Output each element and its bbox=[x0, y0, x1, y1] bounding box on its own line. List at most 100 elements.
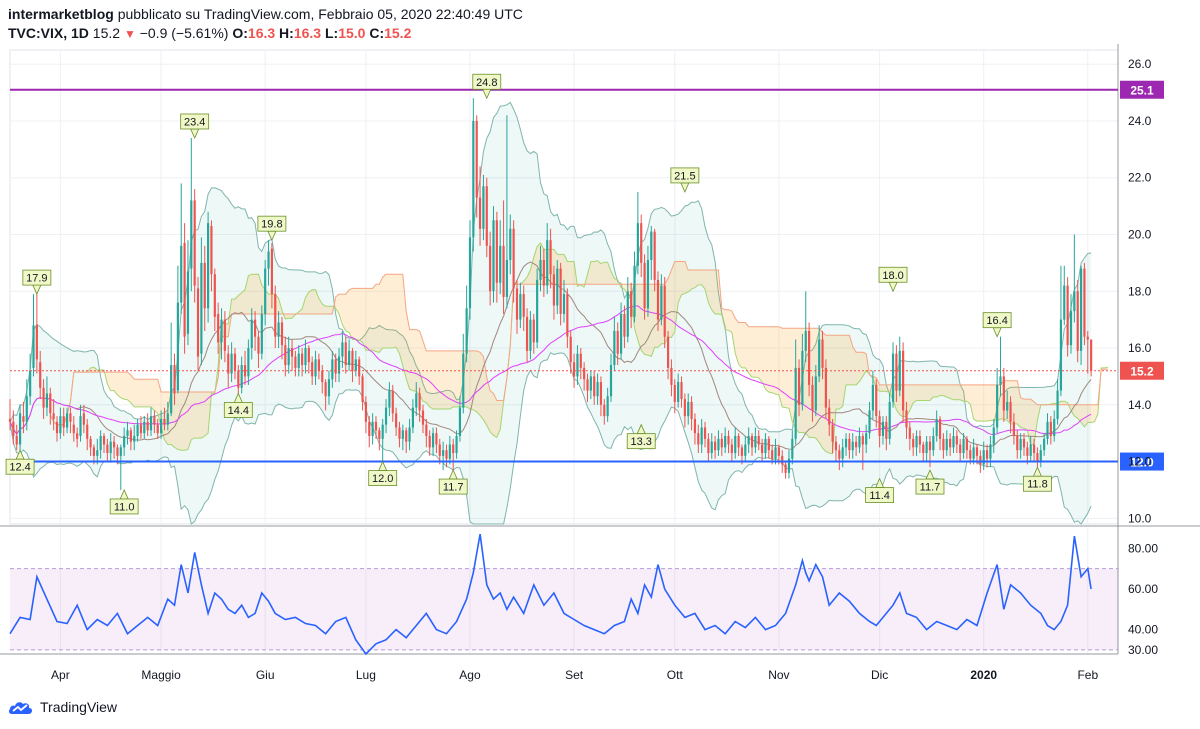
candle-body bbox=[918, 436, 921, 445]
candle bbox=[532, 313, 535, 354]
candle-body bbox=[364, 401, 367, 422]
candle bbox=[1043, 433, 1046, 456]
candle-body bbox=[949, 438, 952, 448]
annotation-text: 12.0 bbox=[372, 473, 393, 485]
annotation-box bbox=[915, 478, 945, 495]
candle bbox=[512, 220, 515, 303]
annotation-text: 23.4 bbox=[184, 116, 205, 128]
rsi-pane[interactable]: 80.00 60.00 40.00 30.00 bbox=[9, 533, 1158, 657]
time-axis[interactable]: Apr Maggio Giu Lug Ago Set Ott Nov Dic 2020 Feb bbox=[51, 668, 1098, 682]
candle bbox=[247, 339, 250, 385]
candle-body bbox=[831, 424, 834, 442]
candle bbox=[717, 430, 720, 456]
moving-average-50 bbox=[9, 305, 1092, 436]
candle bbox=[478, 166, 482, 246]
candle-body bbox=[180, 245, 183, 303]
candle-body bbox=[925, 441, 928, 454]
candle-body bbox=[962, 438, 965, 454]
candle bbox=[213, 268, 216, 331]
candle-body bbox=[106, 444, 109, 454]
candlestick-series[interactable] bbox=[8, 98, 1093, 490]
candle-body bbox=[875, 384, 878, 417]
candle-body bbox=[566, 294, 569, 337]
candle-body bbox=[143, 421, 146, 434]
candle bbox=[96, 438, 99, 465]
candle bbox=[754, 427, 757, 454]
annotation-pointer bbox=[888, 281, 898, 293]
candle bbox=[515, 279, 519, 334]
candle bbox=[331, 350, 334, 388]
high-value: 16.3 bbox=[293, 25, 322, 41]
candle-body bbox=[183, 243, 186, 337]
candle bbox=[734, 427, 737, 459]
chart-area[interactable]: 25.112.015.2 12.417.911.023.414.419.812.… bbox=[0, 44, 1200, 694]
candle-body bbox=[818, 339, 821, 377]
candle bbox=[761, 438, 764, 462]
candle bbox=[1069, 294, 1073, 354]
candle bbox=[462, 333, 465, 414]
candle-body bbox=[247, 348, 250, 377]
candle-body bbox=[593, 376, 596, 397]
candle-body bbox=[871, 384, 874, 411]
annotation-text: 19.8 bbox=[261, 219, 282, 231]
candle bbox=[448, 436, 451, 465]
candle bbox=[818, 325, 821, 383]
candle bbox=[878, 410, 881, 448]
candle bbox=[123, 427, 126, 456]
candle bbox=[552, 265, 556, 320]
candle-body bbox=[153, 416, 156, 425]
candle bbox=[72, 416, 75, 442]
candle bbox=[223, 311, 226, 363]
horizontal-levels[interactable]: 25.1 12.0 15.2 bbox=[10, 80, 1164, 471]
candle bbox=[1076, 279, 1079, 363]
candle-body bbox=[1006, 401, 1009, 411]
candle bbox=[808, 322, 811, 397]
candle-body bbox=[552, 274, 556, 306]
candle bbox=[42, 379, 45, 419]
candle-body bbox=[740, 447, 744, 456]
candle-body bbox=[922, 444, 925, 454]
candle-body bbox=[767, 438, 770, 451]
candle-body bbox=[146, 421, 149, 431]
candle bbox=[86, 418, 89, 451]
bollinger-fill bbox=[10, 102, 1092, 525]
candle bbox=[15, 424, 18, 451]
candle-body bbox=[512, 228, 515, 289]
candle bbox=[912, 433, 915, 456]
symbol-label[interactable]: TVC:VIX, 1D bbox=[8, 25, 89, 41]
annotation-box bbox=[626, 433, 656, 450]
candle-body bbox=[173, 365, 176, 394]
candle bbox=[774, 438, 777, 465]
candle-body bbox=[1090, 339, 1093, 371]
candle-body bbox=[39, 362, 42, 388]
price-annotation: 23.4 bbox=[180, 113, 210, 139]
candle-body bbox=[841, 447, 844, 459]
author-name[interactable]: intermarketblog bbox=[8, 6, 114, 22]
brand-name: TradingView bbox=[40, 699, 118, 715]
price-axis[interactable]: 26.0 24.0 22.0 20.0 18.0 16.0 14.0 12.0 10.0 bbox=[1128, 57, 1152, 525]
candle bbox=[750, 433, 754, 456]
candle bbox=[301, 348, 304, 377]
candle bbox=[891, 342, 895, 408]
candle bbox=[908, 421, 911, 451]
candle bbox=[569, 330, 572, 374]
time-tick-label: Nov bbox=[768, 668, 789, 682]
candle bbox=[230, 342, 233, 383]
candle bbox=[720, 433, 723, 456]
tradingview-brand[interactable]: TradingView bbox=[8, 699, 117, 715]
candle bbox=[274, 285, 277, 349]
candle bbox=[364, 396, 367, 434]
candle-body bbox=[1056, 390, 1059, 419]
candle-body bbox=[643, 262, 646, 309]
candle-body bbox=[935, 418, 938, 437]
candle bbox=[902, 342, 905, 422]
annotation-box bbox=[180, 113, 210, 130]
candle-body bbox=[509, 228, 512, 261]
candle bbox=[395, 407, 398, 437]
candle-body bbox=[112, 441, 116, 448]
candle-body bbox=[619, 313, 623, 354]
candle-body bbox=[220, 319, 223, 343]
candle-body bbox=[465, 308, 468, 354]
candle-body bbox=[942, 438, 945, 451]
bollinger-upper bbox=[9, 101, 1092, 433]
